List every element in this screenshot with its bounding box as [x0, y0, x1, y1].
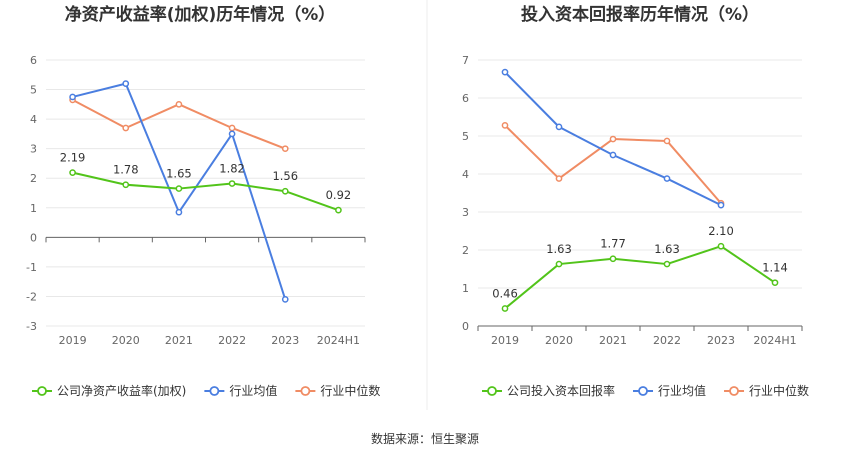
roic-y-tick-label: 5 — [462, 130, 469, 143]
roe-y-tick-label: 0 — [30, 231, 37, 244]
roic-series-point-1 — [609, 151, 617, 159]
roe-legend-label: 公司净资产收益率(加权) — [57, 383, 186, 398]
roic-y-tick-label: 2 — [462, 244, 469, 257]
legend-marker-icon — [37, 386, 47, 396]
roic-data-label: 1.14 — [762, 261, 788, 275]
roe-series-point-1 — [69, 93, 76, 101]
roe-series-point-1 — [175, 208, 183, 216]
roic-data-label: 1.77 — [600, 237, 626, 251]
roic-legend-label: 行业中位数 — [749, 383, 809, 398]
roe-y-tick-label: 1 — [30, 202, 37, 215]
roe-x-tick-label: 2023 — [271, 334, 299, 347]
legend-marker-icon — [487, 386, 497, 396]
roic-chart: 投入资本回报率历年情况（%） 7 6 5 4 3 2 1 0 2019 2020 2021 2022 20… — [462, 4, 809, 398]
roe-legend-label: 行业均值 — [229, 383, 277, 398]
roic-series-point-0 — [555, 260, 563, 268]
roic-y-tick-label: 3 — [462, 206, 469, 219]
roe-series-point-0 — [335, 206, 342, 214]
roic-legend-item-0[interactable]: 公司投入资本回报率 — [482, 383, 615, 398]
roic-series-point-1 — [663, 175, 671, 182]
roe-data-label: 1.65 — [166, 167, 192, 181]
roic-series-point-0 — [717, 242, 725, 250]
legend-marker-icon — [300, 386, 311, 396]
roic-series-point-1 — [717, 201, 725, 209]
roe-chart-title: 净资产收益率(加权)历年情况（%） — [65, 4, 336, 25]
legend-marker-icon — [209, 386, 220, 396]
roic-legend-item-2[interactable]: 行业中位数 — [724, 383, 809, 398]
roe-series-point-2 — [281, 145, 289, 153]
roe-data-label: 1.56 — [272, 169, 298, 183]
roe-series-line-0 — [72, 171, 339, 212]
roe-series-point-0 — [228, 180, 236, 187]
roic-series-line-0 — [504, 245, 776, 310]
roe-legend-item-1[interactable]: 行业均值 — [204, 383, 277, 398]
roic-series-point-2 — [501, 122, 509, 129]
roic-series-point-2 — [609, 135, 617, 143]
roic-x-tick-label: 2021 — [599, 334, 627, 347]
roe-x-tick-label: 2024H1 — [317, 334, 360, 347]
roic-series-point-2 — [663, 137, 671, 145]
roe-series-point-2 — [175, 100, 183, 108]
roic-chart-title: 投入资本回报率历年情况（%） — [521, 4, 759, 25]
roic-y-tick-label: 4 — [462, 168, 469, 181]
roic-legend-item-1[interactable]: 行业均值 — [633, 383, 706, 398]
legend-marker-icon — [638, 386, 648, 396]
roe-y-tick-label: 6 — [30, 54, 37, 67]
roe-data-label: 1.82 — [219, 162, 245, 176]
roic-legend-label: 公司投入资本回报率 — [507, 383, 615, 398]
roic-y-tick-label: 0 — [462, 320, 469, 333]
roe-legend-item-2[interactable]: 行业中位数 — [295, 383, 380, 398]
roe-series-point-0 — [175, 185, 183, 192]
roic-data-label: 2.10 — [708, 224, 734, 238]
roic-legend-label: 行业均值 — [658, 383, 706, 398]
roe-x-tick-label: 2019 — [59, 334, 87, 347]
roe-x-tick-label: 2022 — [218, 334, 246, 347]
roic-data-label: 1.63 — [654, 242, 680, 256]
roe-x-tick-label: 2020 — [112, 334, 140, 347]
roe-data-label: 2.19 — [60, 151, 86, 165]
roe-series-point-1 — [122, 80, 130, 87]
roic-series-point-2 — [555, 175, 563, 182]
roe-series-point-1 — [228, 130, 236, 138]
roe-series-point-2 — [228, 124, 236, 132]
roic-x-tick-label: 2019 — [491, 334, 519, 347]
roe-data-label: 0.92 — [326, 188, 352, 202]
roe-y-tick-label: -2 — [26, 290, 37, 303]
roe-y-tick-label: 2 — [30, 172, 37, 185]
roe-series-point-2 — [122, 124, 130, 132]
roe-series-point-1 — [281, 296, 289, 303]
roe-series-point-0 — [281, 187, 289, 195]
roic-x-tick-label: 2020 — [545, 334, 573, 347]
roic-x-tick-label: 2024H1 — [753, 334, 796, 347]
roic-series-point-1 — [501, 68, 509, 76]
roe-chart: 净资产收益率(加权)历年情况（%） 6 5 4 3 2 1 0 -1 -2 -3 2019 2020 20… — [26, 4, 380, 398]
roic-series-point-0 — [609, 255, 617, 263]
roic-x-tick-label: 2022 — [653, 334, 681, 347]
roic-y-tick-label: 7 — [462, 54, 469, 67]
roic-data-label: 0.46 — [492, 287, 518, 301]
source-label: 数据来源：恒生聚源 — [371, 431, 479, 446]
roic-x-tick-label: 2023 — [707, 334, 735, 347]
roic-series-point-0 — [771, 279, 779, 287]
roe-y-tick-label: -1 — [26, 261, 37, 274]
roe-series-point-0 — [69, 169, 76, 176]
roe-series-point-0 — [122, 181, 130, 189]
roic-series-point-1 — [555, 123, 563, 131]
roe-legend-label: 行业中位数 — [320, 383, 380, 398]
roe-y-tick-label: 4 — [30, 113, 37, 126]
roe-data-label: 1.78 — [113, 163, 139, 177]
roic-series-point-0 — [663, 260, 671, 268]
roe-legend-item-0[interactable]: 公司净资产收益率(加权) — [32, 383, 186, 398]
roe-y-tick-label: 3 — [30, 143, 37, 156]
roic-y-tick-label: 1 — [462, 282, 469, 295]
roic-y-tick-label: 6 — [462, 92, 469, 105]
roic-series-point-0 — [501, 305, 509, 312]
roe-x-tick-label: 2021 — [165, 334, 193, 347]
roe-y-tick-label: -3 — [26, 320, 37, 333]
legend-marker-icon — [729, 386, 739, 396]
roe-y-tick-label: 5 — [30, 84, 37, 97]
roic-data-label: 1.63 — [546, 242, 572, 256]
